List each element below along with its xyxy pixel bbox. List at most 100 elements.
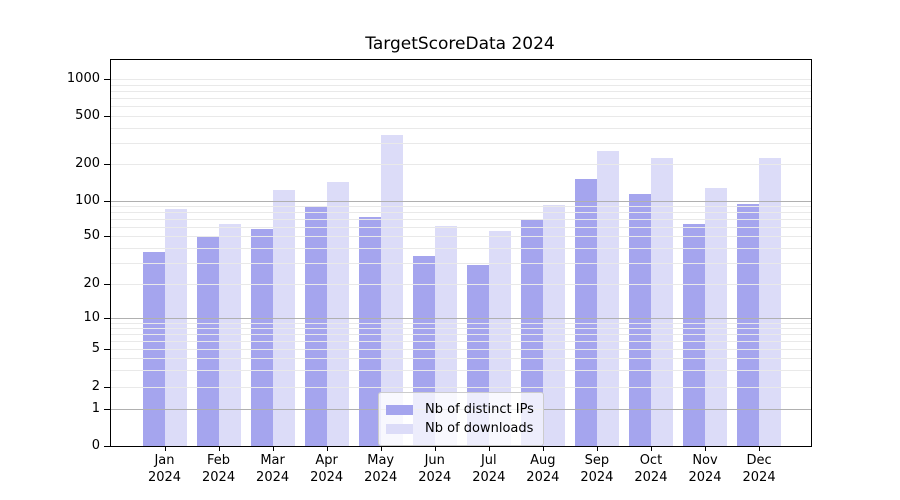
x-tick-label-line: Dec — [746, 453, 772, 468]
gridline-minor — [111, 98, 811, 100]
x-tick-label-dec: Dec 2024 — [719, 452, 799, 486]
x-tick-mark — [164, 446, 166, 451]
bar-downloads-aug — [542, 205, 565, 446]
x-tick-label-line: 2024 — [202, 470, 236, 485]
x-tick-mark — [542, 446, 544, 451]
gridline-minor — [111, 212, 811, 214]
x-tick-label-may: May 2024 — [341, 452, 421, 486]
y-tick-mark — [104, 318, 110, 320]
x-tick-label-jun: Jun 2024 — [395, 452, 475, 486]
y-tick-label-10: 10 — [83, 310, 100, 326]
legend-label-downloads: Nb of downloads — [425, 421, 534, 436]
plot-area: Nb of distinct IPs Nb of downloads — [110, 59, 812, 447]
bar-downloads-dec — [759, 158, 782, 446]
x-tick-label-feb: Feb 2024 — [179, 452, 259, 486]
x-tick-mark — [596, 446, 598, 451]
x-tick-label-line: May — [367, 453, 395, 468]
x-tick-mark — [650, 446, 652, 451]
bar-distinct-ips-may — [358, 216, 381, 446]
x-tick-mark — [759, 446, 761, 451]
bar-downloads-sep — [596, 150, 619, 446]
chart-title: TargetScoreData 2024 — [365, 34, 555, 54]
x-tick-label-line: Apr — [315, 453, 338, 468]
x-tick-label-line: Jul — [480, 453, 497, 468]
y-tick-mark — [104, 116, 110, 117]
x-tick-label-apr: Apr 2024 — [287, 452, 367, 486]
y-tick-label-5: 5 — [91, 341, 100, 357]
y-tick-label-500: 500 — [75, 108, 100, 123]
x-tick-mark — [488, 446, 490, 451]
gridline-minor — [111, 164, 811, 165]
y-tick-label-200: 200 — [75, 156, 100, 171]
x-tick-label-aug: Aug 2024 — [503, 452, 583, 486]
x-tick-label-line: Jun — [424, 453, 445, 468]
x-tick-label-line: Oct — [639, 453, 663, 468]
y-tick-label-0: 0 — [91, 437, 100, 453]
x-tick-label-line: 2024 — [526, 470, 560, 485]
legend-entry-distinct-ips: Nb of distinct IPs — [386, 401, 534, 418]
y-tick-mark — [104, 386, 110, 388]
y-tick-mark — [104, 409, 110, 411]
x-tick-mark — [434, 446, 436, 451]
x-tick-label-sep: Sep 2024 — [557, 452, 637, 486]
x-tick-label-line: 2024 — [634, 470, 668, 485]
gridline-minor — [111, 370, 811, 372]
gridline-minor — [111, 142, 811, 144]
y-tick-mark — [104, 79, 110, 80]
bar-distinct-ips-sep — [574, 179, 597, 446]
x-tick-mark — [380, 446, 382, 451]
gridline-minor — [111, 334, 811, 336]
y-tick-label-20: 20 — [83, 276, 100, 291]
legend-entry-downloads: Nb of downloads — [386, 420, 534, 437]
gridline-minor — [111, 106, 811, 108]
x-tick-mark — [272, 446, 274, 451]
gridline-major — [111, 318, 811, 320]
x-tick-label-mar: Mar 2024 — [233, 452, 313, 486]
gridline-minor — [111, 226, 811, 228]
legend-swatch-downloads — [386, 423, 413, 434]
bar-distinct-ips-jan — [142, 251, 165, 446]
bar-downloads-mar — [272, 189, 295, 446]
x-tick-label-line: 2024 — [580, 470, 614, 485]
x-tick-mark — [326, 446, 328, 451]
gridline-minor — [111, 90, 811, 92]
gridline-minor — [111, 236, 811, 237]
x-tick-label-jul: Jul 2024 — [449, 452, 529, 486]
x-tick-mark — [218, 446, 220, 451]
gridline-minor — [111, 219, 811, 220]
x-tick-label-nov: Nov 2024 — [665, 452, 745, 486]
y-tick-label-1: 1 — [91, 401, 100, 417]
gridline-minor — [111, 284, 811, 285]
x-tick-mark — [705, 446, 706, 451]
x-tick-label-line: 2024 — [310, 470, 344, 485]
gridline-minor — [111, 206, 811, 208]
x-tick-label-line: Nov — [692, 453, 718, 468]
gridline-minor — [111, 262, 811, 264]
y-tick-mark — [104, 445, 110, 447]
bar-distinct-ips-feb — [196, 236, 219, 446]
y-tick-label-100: 100 — [75, 193, 100, 208]
x-tick-label-line: Feb — [207, 453, 231, 468]
gridline-minor — [111, 328, 811, 330]
bar-downloads-jun — [434, 225, 457, 446]
legend-label-distinct-ips: Nb of distinct IPs — [425, 402, 534, 417]
gridline-minor — [111, 358, 811, 360]
y-tick-label-50: 50 — [83, 228, 100, 243]
x-tick-label-line: 2024 — [472, 470, 506, 485]
bar-distinct-ips-aug — [520, 220, 543, 446]
bar-distinct-ips-mar — [250, 228, 273, 446]
x-tick-label-line: Mar — [260, 453, 285, 468]
y-tick-label-2: 2 — [91, 378, 100, 394]
x-tick-label-line: 2024 — [256, 470, 290, 485]
gridline-minor — [111, 341, 811, 343]
bar-downloads-nov — [705, 187, 727, 446]
legend: Nb of distinct IPs Nb of downloads — [378, 392, 544, 446]
x-tick-label-line: 2024 — [418, 470, 452, 485]
x-tick-label-line: Sep — [584, 453, 610, 468]
bar-distinct-ips-dec — [737, 204, 760, 446]
legend-swatch-distinct-ips — [386, 404, 413, 415]
bar-distinct-ips-oct — [628, 193, 651, 446]
gridline-minor — [111, 247, 811, 249]
x-tick-label-oct: Oct 2024 — [611, 452, 691, 486]
